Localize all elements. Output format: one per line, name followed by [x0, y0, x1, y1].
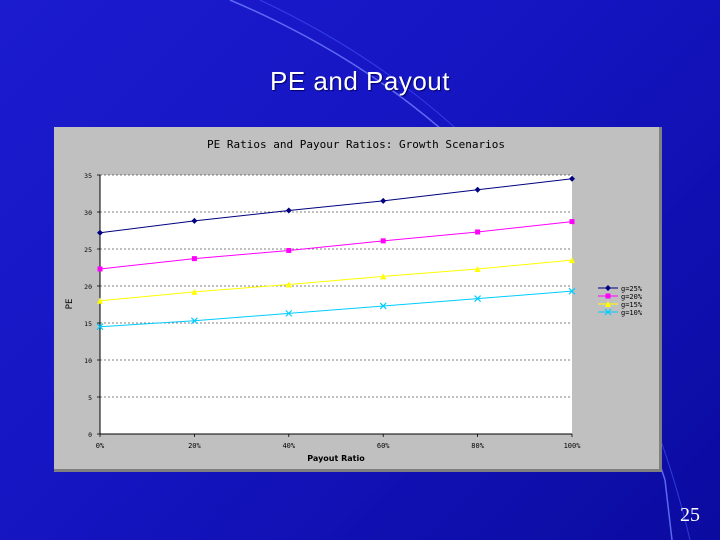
legend-label: g=15%: [621, 301, 643, 309]
legend-marker: [604, 308, 612, 316]
plot-area: [100, 175, 572, 434]
legend-marker: [605, 301, 611, 307]
data-point-marker: [569, 219, 575, 225]
chart-svg: PE Ratios and Payour Ratios: Growth Scen…: [65, 138, 643, 463]
data-point-marker: [96, 323, 104, 331]
y-tick-label: 5: [88, 394, 92, 402]
data-point-marker: [285, 309, 293, 317]
y-tick-label: 35: [84, 172, 92, 180]
data-point-marker: [191, 217, 198, 224]
legend-label: g=20%: [621, 293, 643, 301]
y-tick-label: 10: [84, 357, 92, 365]
legend-label: g=25%: [621, 285, 643, 293]
y-tick-label: 25: [84, 246, 92, 254]
data-point-marker: [190, 317, 198, 325]
x-tick-label: 80%: [471, 442, 484, 450]
legend-marker: [605, 293, 611, 299]
y-tick-label: 0: [88, 431, 92, 439]
data-point-marker: [285, 207, 292, 214]
series-line-3: [99, 290, 573, 328]
y-tick-label: 15: [84, 320, 92, 328]
data-point-marker: [568, 287, 576, 295]
x-axis-title: Payout Ratio: [307, 454, 365, 463]
x-tick-label: 40%: [282, 442, 295, 450]
legend-label: g=10%: [621, 309, 643, 317]
x-tick-label: 20%: [188, 442, 201, 450]
data-point-marker: [380, 238, 386, 244]
data-point-marker: [285, 281, 292, 288]
data-point-marker: [97, 297, 103, 304]
series-lines: [96, 175, 576, 331]
chart-container: PE Ratios and Payour Ratios: Growth Scen…: [54, 127, 662, 472]
data-point-marker: [191, 288, 198, 295]
data-point-marker: [569, 175, 575, 182]
data-point-marker: [286, 247, 292, 253]
series-line-2: [99, 259, 573, 302]
grid-lines: [100, 174, 572, 398]
x-tick-label: 0%: [96, 442, 105, 450]
data-point-marker: [474, 186, 481, 193]
data-point-marker: [569, 257, 575, 264]
series-line-0: [99, 178, 573, 234]
axes: 0 5 10 15 20 25 30 35 0% 20% 40% 60% 80% 100%: [84, 172, 581, 450]
data-point-marker: [474, 295, 482, 303]
data-point-marker: [380, 197, 387, 204]
data-point-marker: [379, 302, 387, 310]
data-point-marker: [97, 229, 103, 236]
data-point-marker: [97, 266, 103, 272]
data-point-marker: [191, 256, 197, 262]
data-point-marker: [380, 273, 387, 280]
slide-title: PE and Payout: [270, 66, 450, 96]
data-point-marker: [474, 265, 481, 272]
legend: g=25%g=20%g=15%g=10%: [598, 285, 643, 317]
y-tick-label: 30: [84, 209, 92, 217]
y-axis-title: PE: [65, 299, 75, 310]
y-tick-label: 20: [84, 283, 92, 291]
x-tick-label: 60%: [377, 442, 390, 450]
page-number: 25: [680, 504, 700, 526]
data-point-marker: [475, 229, 481, 235]
legend-marker: [605, 285, 611, 291]
x-tick-label: 100%: [564, 442, 582, 450]
series-line-1: [99, 221, 573, 270]
chart-title: PE Ratios and Payour Ratios: Growth Scen…: [207, 138, 505, 151]
